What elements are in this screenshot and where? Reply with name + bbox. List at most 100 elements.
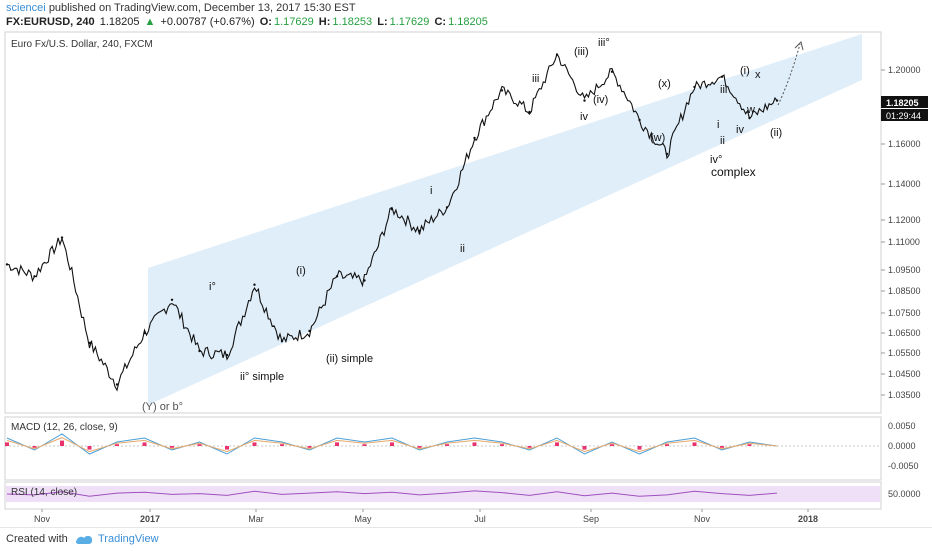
macd-histogram-bar-26	[720, 446, 724, 448]
publish-line: sciencei published on TradingView.com, D…	[6, 2, 356, 14]
low-label: L:	[377, 16, 388, 28]
macd-histogram-bar-4	[115, 444, 119, 446]
price-point-0	[5, 263, 9, 266]
chart-canvas[interactable]: Euro Fx/U.S. Dollar, 240, FXCM (Y) or b° i…	[0, 0, 932, 528]
wave-label-15: complex	[711, 165, 756, 179]
price-point-27	[748, 116, 751, 120]
macd-histogram-bar-0	[5, 442, 9, 446]
wave-label-20: (i)	[740, 65, 750, 77]
price-point-18	[500, 89, 504, 92]
price-point-5	[143, 331, 146, 335]
macd-histogram-bar-13	[362, 444, 367, 446]
macd-tick-label-2: -0.0050	[888, 461, 919, 471]
macd-pane-title: MACD (12, 26, close, 9)	[11, 422, 118, 433]
x-tick-label-0: Nov	[34, 514, 51, 524]
macd-histogram-bar-5	[142, 442, 147, 446]
price-tick-label-6: 1.09500	[888, 265, 921, 275]
wave-label-5: i	[430, 185, 432, 197]
price-point-28	[775, 99, 779, 102]
price-tick-label-2: 1.16000	[888, 139, 921, 149]
macd-line	[6, 433, 778, 455]
macd-histogram-bar-16	[445, 444, 449, 446]
price-point-3	[88, 341, 91, 345]
wave-label-6: ii	[460, 243, 465, 255]
wave-label-7: iii	[532, 73, 539, 85]
macd-tick-label-1: 0.0000	[888, 441, 916, 451]
price-change: +0.00787 (+0.67%)	[160, 16, 255, 28]
wave-label-3: (i)	[296, 265, 306, 277]
wave-label-0: (Y) or b°	[142, 401, 183, 413]
macd-histogram-bar-2	[60, 440, 64, 446]
rsi-line	[6, 490, 778, 497]
macd-histogram-bar-10	[280, 444, 284, 446]
open-label: O:	[259, 16, 272, 28]
created-with-text: Created with	[6, 533, 68, 545]
countdown-badge-label: 01:29:44	[886, 111, 921, 121]
macd-histogram-bar-22	[610, 444, 614, 446]
price-point-9	[253, 283, 256, 286]
macd-histogram-bar-21	[582, 446, 587, 450]
price-point-21	[583, 99, 586, 102]
price-point-11	[308, 329, 311, 333]
low-value: 1.17629	[389, 16, 430, 28]
macd-histogram-bar-20	[555, 442, 559, 446]
x-tick-label-4: Jul	[474, 514, 486, 524]
macd-histogram-bar-23	[637, 446, 642, 450]
macd-histogram-bar-12	[335, 442, 339, 446]
price-tick-label-9: 1.06500	[888, 328, 921, 338]
price-point-23	[638, 118, 641, 122]
footer: Created with TradingView	[0, 527, 932, 551]
wave-label-8: iv	[580, 111, 588, 123]
price-tick-label-8: 1.07500	[888, 308, 921, 318]
price-point-16	[445, 206, 449, 209]
price-point-26	[720, 75, 724, 79]
price-point-8	[225, 353, 229, 357]
price-point-2	[60, 236, 64, 239]
last-price-badge-label: 1.18205	[886, 98, 919, 108]
countdown-badge	[881, 109, 928, 121]
wave-label-13: (w)	[650, 132, 665, 144]
price-tick-label-7: 1.08500	[888, 286, 921, 296]
price-point-10	[280, 339, 284, 343]
wave-label-12: (x)	[658, 78, 671, 90]
price-series-line	[7, 52, 778, 392]
price-point-22	[610, 70, 614, 73]
wave-label-16: i	[717, 119, 719, 131]
macd-signal-line	[6, 437, 778, 453]
x-tick-label-7: 2018	[798, 514, 818, 524]
price-tick-label-11: 1.04500	[888, 369, 921, 379]
wave-label-10: iii°	[598, 37, 610, 49]
wave-label-4: (ii) simple	[326, 353, 373, 365]
price-point-15	[418, 229, 421, 233]
price-point-13	[363, 279, 366, 282]
wave-label-2: ii° simple	[240, 371, 284, 383]
rsi-tick-label-0: 50.0000	[888, 489, 921, 499]
price-point-24	[665, 152, 669, 156]
price-tick-label-3: 1.14000	[888, 179, 921, 189]
wave-label-23: (ii)	[770, 127, 782, 139]
macd-histogram-bar-7	[197, 444, 202, 446]
wave-label-19: iv	[736, 124, 744, 136]
price-pane-title: Euro Fx/U.S. Dollar, 240, FXCM	[11, 39, 153, 50]
up-arrow-icon: ▲	[144, 16, 156, 28]
tradingview-brand-link[interactable]: TradingView	[98, 533, 159, 545]
price-point-12	[335, 275, 339, 278]
last-price: 1.18205	[99, 16, 140, 28]
author-link[interactable]: sciencei	[6, 2, 46, 14]
projection-arrowhead-icon	[794, 41, 804, 51]
close-label: C:	[434, 16, 447, 28]
macd-histogram-bar-1	[32, 446, 37, 448]
wave-label-21: x	[755, 69, 761, 81]
rsi-pane-title: RSI (14, close)	[11, 487, 77, 498]
wave-label-9: (iii)	[574, 46, 589, 58]
price-tick-label-0: 1.20000	[888, 65, 921, 75]
published-text: published on TradingView.com, December 1…	[48, 2, 356, 14]
price-point-14	[390, 208, 394, 211]
wave-label-11: (iv)	[593, 94, 608, 106]
macd-histogram-bar-19	[527, 446, 532, 448]
trend-channel	[148, 34, 862, 405]
macd-histogram-bar-11	[307, 446, 312, 448]
wave-label-1: i°	[209, 281, 216, 293]
macd-histogram-bar-8	[225, 446, 229, 450]
last-price-badge	[881, 96, 928, 108]
